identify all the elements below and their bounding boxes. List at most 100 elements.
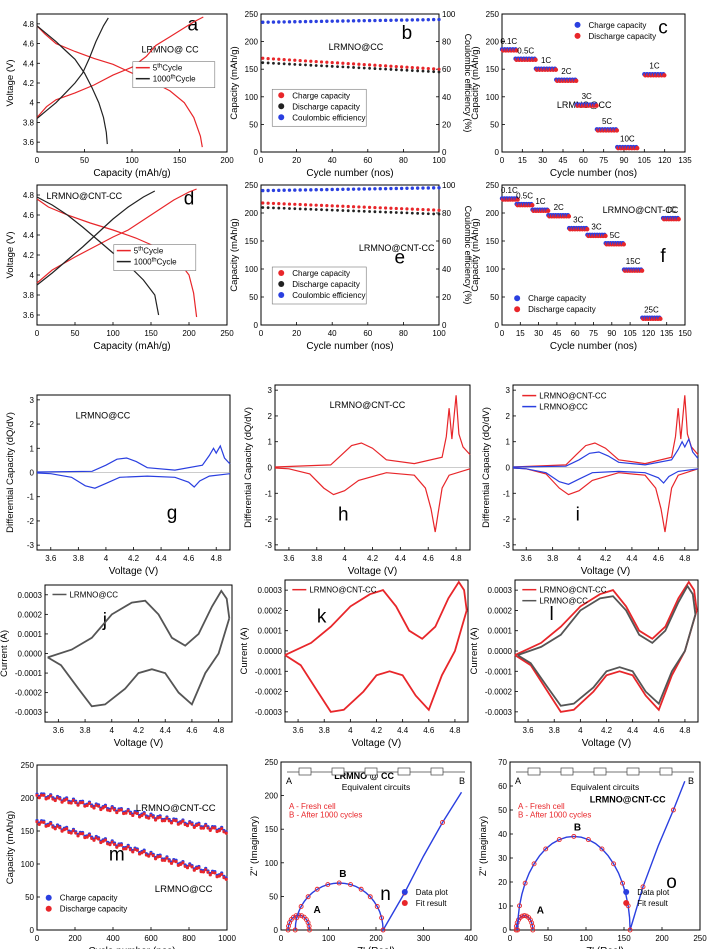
y-tick-label: 0 xyxy=(274,926,279,935)
charge-point xyxy=(437,67,441,71)
x-tick-label: 4.8 xyxy=(679,554,691,563)
discharge-point xyxy=(220,872,224,876)
discharge-point xyxy=(60,800,64,804)
charge-point xyxy=(261,201,265,205)
ce-point xyxy=(346,19,350,23)
y-tick-label: 0 xyxy=(495,321,500,330)
discharge-point xyxy=(158,854,162,859)
discharge-point xyxy=(346,65,350,69)
x-tick-label: 3.8 xyxy=(80,726,92,735)
discharge-point xyxy=(58,797,62,801)
legend-label: LRMNO@CC xyxy=(69,590,118,599)
plot-frame xyxy=(284,579,469,723)
discharge-point xyxy=(78,801,82,805)
discharge-point xyxy=(676,216,681,222)
ce-point xyxy=(389,18,393,22)
eis-point xyxy=(292,927,298,933)
y-tick-label: 50 xyxy=(269,892,278,901)
discharge-point xyxy=(160,819,164,823)
y-axis-label: Voltage (V) xyxy=(5,232,16,279)
panel-n: 0 100 200 300 400 0 50 100 150 200 250 Z' (Real) Z''… xyxy=(249,758,478,949)
y-tick-label: 100 xyxy=(265,859,279,868)
discharge-point xyxy=(185,824,190,828)
eis-point xyxy=(530,927,536,933)
discharge-point xyxy=(163,819,167,823)
discharge-point xyxy=(277,62,281,65)
circuit-element xyxy=(527,767,541,776)
charge-point xyxy=(389,64,393,68)
plot-frame xyxy=(36,764,228,931)
x-tick-label: 60 xyxy=(363,156,372,165)
discharge-point xyxy=(126,809,130,813)
legend-swatch xyxy=(514,306,521,313)
y2-tick-label: 80 xyxy=(442,209,451,218)
y-axis-label: Current (A) xyxy=(0,630,10,677)
charge-point xyxy=(266,201,270,205)
x-tick-label: 0 xyxy=(508,934,513,943)
charge-point xyxy=(271,201,276,206)
x-tick-label: 4.8 xyxy=(451,554,463,563)
discharge-point xyxy=(298,63,302,67)
ce-point xyxy=(421,186,425,190)
discharge-point xyxy=(92,838,96,842)
circuit-label: B xyxy=(459,776,465,786)
legend-label: Discharge capacity xyxy=(589,32,657,41)
x-axis-label: Capacity (mAh/g) xyxy=(93,168,170,179)
discharge-point xyxy=(92,806,96,810)
x-tick-label: 30 xyxy=(534,329,543,338)
x-tick-label: 4.8 xyxy=(679,726,691,735)
y-axis-label: Capacity (mAh/g) xyxy=(229,218,240,291)
legend-label: 5thCycle xyxy=(134,247,164,256)
discharge-point xyxy=(201,870,206,874)
y-tick-label: 2 xyxy=(506,412,511,421)
eis-curve xyxy=(287,914,311,931)
x-tick-label: 4 xyxy=(110,726,115,735)
legend-swatch xyxy=(574,32,581,39)
y-tick-label: 30 xyxy=(498,854,507,863)
discharge-point xyxy=(197,822,201,827)
x-tick-label: 120 xyxy=(642,329,656,338)
eis-curve xyxy=(294,791,463,933)
charge-point xyxy=(394,206,398,211)
x-axis-label: Voltage (V) xyxy=(582,738,631,749)
panel-letter: j xyxy=(102,610,107,631)
rate-label: 25C xyxy=(644,305,659,314)
x-tick-label: 4.6 xyxy=(653,726,665,735)
discharge-point xyxy=(357,66,361,70)
note-label: LRMNO@CNT-CC xyxy=(359,243,435,253)
discharge-point xyxy=(76,803,80,807)
discharge-point xyxy=(405,211,409,215)
discharge-point xyxy=(346,209,350,213)
eis-point xyxy=(336,880,342,886)
y-axis-label: Capacity (mAh/g) xyxy=(470,46,481,119)
discharge-point xyxy=(115,845,119,849)
plot-frame xyxy=(260,184,440,326)
x-tick-label: 3.8 xyxy=(549,726,561,735)
discharge-point xyxy=(635,145,640,151)
charge-point xyxy=(330,204,334,208)
series-line-2 xyxy=(36,190,156,286)
x-tick-label: 200 xyxy=(68,934,82,943)
charge-point xyxy=(314,59,318,64)
discharge-point xyxy=(400,211,404,215)
discharge-point xyxy=(74,831,78,835)
y-tick-label: -0.0001 xyxy=(15,669,43,678)
eis-point xyxy=(358,886,364,892)
x-tick-label: 100 xyxy=(432,156,446,165)
note-label: LRMNO @ CC xyxy=(334,771,394,781)
y-tick-label: 50 xyxy=(498,806,507,815)
x-tick-label: 3.6 xyxy=(45,554,57,563)
discharge-point xyxy=(60,829,64,833)
y2-tick-label: 20 xyxy=(442,120,451,129)
discharge-point xyxy=(320,208,323,212)
x-tick-label: 50 xyxy=(71,329,80,338)
y-tick-label: 1 xyxy=(506,438,511,447)
discharge-point xyxy=(309,63,313,67)
y-axis-label: Current (A) xyxy=(469,628,480,675)
discharge-point xyxy=(49,794,53,798)
panel-letter: a xyxy=(188,15,199,36)
circuit-element xyxy=(626,767,640,776)
discharge-point xyxy=(220,827,224,831)
x-tick-label: 0 xyxy=(279,934,284,943)
series-line-2 xyxy=(36,17,109,119)
